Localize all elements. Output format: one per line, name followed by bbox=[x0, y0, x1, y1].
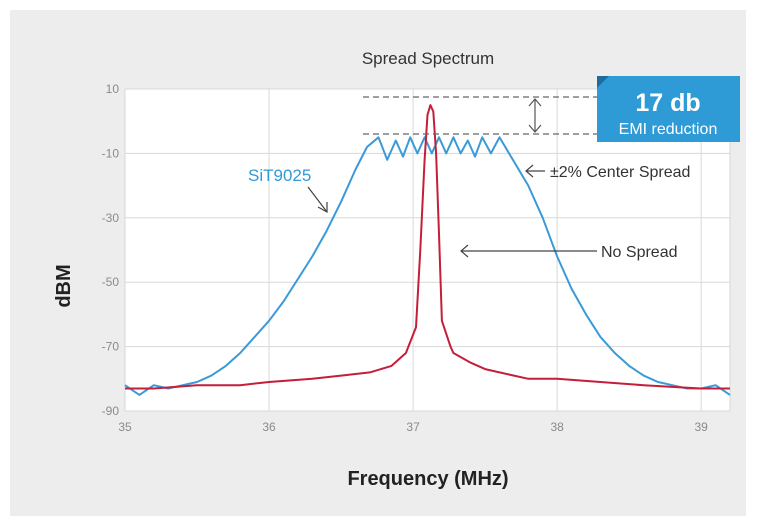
x-tick-label: 38 bbox=[550, 420, 564, 434]
y-tick-labels: 10 -10 -30 -50 -70 -90 bbox=[102, 82, 120, 418]
x-tick-label: 35 bbox=[118, 420, 132, 434]
y-tick-label: -30 bbox=[102, 211, 120, 225]
x-tick-label: 36 bbox=[262, 420, 276, 434]
grid-lines bbox=[124, 88, 731, 412]
series-no-spread-line bbox=[125, 104, 730, 390]
x-tick-label: 37 bbox=[406, 420, 420, 434]
badge-value: 17 db bbox=[635, 89, 700, 117]
center-spread-arrow bbox=[525, 164, 545, 178]
x-tick-labels: 35 36 37 38 39 bbox=[118, 420, 708, 434]
emi-reduction-badge: 17 db EMI reduction bbox=[597, 76, 740, 142]
chart-title: Spread Spectrum bbox=[362, 49, 494, 68]
y-tick-label: -10 bbox=[102, 146, 120, 160]
y-tick-label: -70 bbox=[102, 340, 120, 354]
y-axis-label: dBM bbox=[53, 264, 75, 307]
no-spread-arrow bbox=[460, 244, 597, 258]
center-spread-label: ±2% Center Spread bbox=[550, 164, 690, 181]
badge-label: EMI reduction bbox=[619, 121, 718, 138]
series-sit9025-line bbox=[124, 136, 731, 396]
y-tick-label: -50 bbox=[102, 275, 120, 289]
y-tick-label: 10 bbox=[106, 82, 120, 96]
no-spread-label: No Spread bbox=[601, 244, 678, 261]
reduction-double-arrow bbox=[528, 98, 542, 133]
x-axis-label: Frequency (MHz) bbox=[347, 468, 508, 490]
x-tick-label: 39 bbox=[695, 420, 709, 434]
sit9025-arrow bbox=[307, 186, 328, 214]
series-label-sit9025: SiT9025 bbox=[248, 166, 311, 185]
y-tick-label: -90 bbox=[102, 404, 120, 418]
